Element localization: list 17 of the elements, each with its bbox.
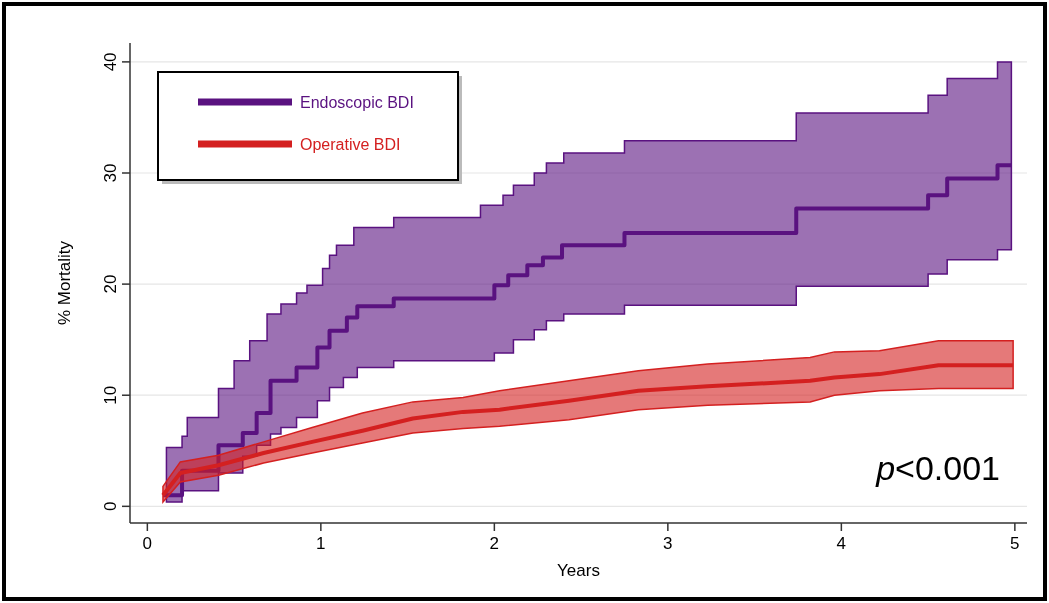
y-tick-label: 0 <box>101 501 120 512</box>
text: Endoscopic BDI <box>300 93 414 111</box>
line-series <box>160 363 1016 498</box>
x-tick-label: 2 <box>489 534 500 553</box>
x-axis-title: Years <box>557 561 600 580</box>
x-tick-label: 1 <box>316 534 326 553</box>
y-tick-label: 10 <box>101 385 120 405</box>
y-tick-label: 30 <box>101 163 120 183</box>
x-tick-label: 5 <box>1010 534 1020 553</box>
y-tick-label: 40 <box>101 52 120 72</box>
y-axis-title: % Mortality <box>55 240 74 326</box>
x-tick-label: 3 <box>663 534 673 553</box>
y-tick-label: 20 <box>101 274 120 294</box>
text: Operative BDI <box>300 135 401 153</box>
annotation: p<0.001 <box>875 449 1000 487</box>
x-tick-label: 0 <box>142 534 153 553</box>
x-tick-label: 4 <box>836 534 847 553</box>
